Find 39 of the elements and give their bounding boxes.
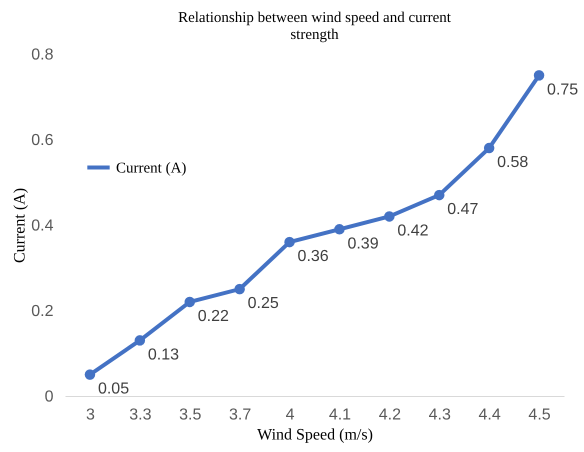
data-label: 0.42 [397, 222, 429, 240]
point [334, 224, 345, 235]
point [484, 142, 494, 154]
chart-title: Relationship between wind speed and current strength [178, 10, 452, 43]
y-tick-label: 0.2 [31, 303, 54, 320]
point [84, 369, 96, 380]
data-label: 0.22 [198, 308, 229, 325]
y-axis-title: Current (A) [11, 188, 28, 264]
x-tick-label: 4.5 [528, 406, 551, 424]
x-tick-label: 4.3 [428, 406, 451, 424]
y-tick-label: 0.8 [31, 46, 54, 64]
data-label: 0.47 [447, 201, 478, 218]
x-tick-label: 4.1 [328, 406, 352, 424]
data-label: 0.58 [497, 154, 528, 172]
x-tick-label: 3 [86, 406, 95, 424]
y-tick-label: 0 [44, 388, 54, 406]
x-tick-label: 3.5 [179, 406, 202, 424]
point [284, 236, 295, 248]
point [434, 190, 444, 200]
data-label: 0.39 [347, 235, 379, 252]
data-label: 0.36 [298, 248, 329, 266]
data-label: 0.75 [547, 81, 578, 98]
legend-label: Current (A) [116, 160, 186, 176]
x-tick-label: 4 [286, 406, 295, 424]
x-tick-label: 3.3 [129, 406, 152, 424]
point [234, 284, 245, 294]
point [184, 296, 195, 308]
data-label: 0.13 [148, 346, 180, 364]
data-label: 0.25 [248, 295, 279, 312]
x-tick-label: 4.2 [378, 406, 402, 424]
point [384, 211, 395, 222]
y-tick-label: 0.6 [31, 132, 54, 149]
y-tick-label: 0.4 [31, 218, 54, 234]
x-tick-label: 3.7 [229, 406, 252, 424]
x-axis-title: Wind Speed (m/s) [257, 426, 373, 444]
data-label: 0.05 [98, 380, 130, 398]
point [134, 335, 146, 346]
point [534, 70, 544, 81]
x-tick-label: 4.4 [478, 406, 501, 424]
